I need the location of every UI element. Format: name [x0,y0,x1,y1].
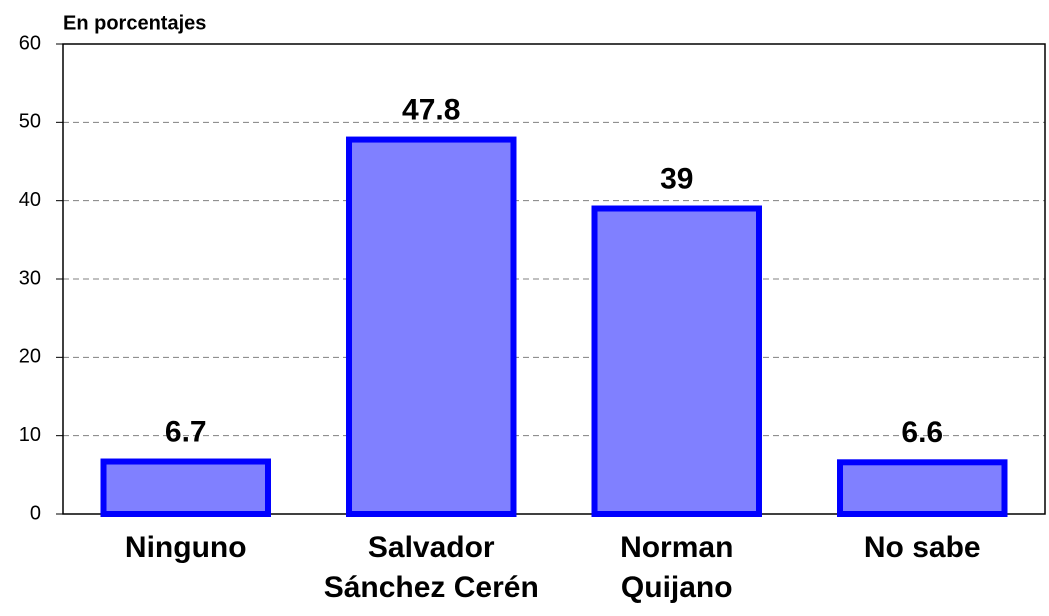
y-tick-label: 40 [19,189,41,211]
bar [346,136,517,517]
x-tick-label: Salvador Sánchez Cerén [323,531,539,604]
x-tick-label: Ninguno [124,531,247,564]
bar [837,459,1008,517]
bar [100,458,271,517]
plot-frame [62,43,1046,515]
value-label: 6.6 [901,416,943,449]
bar [591,205,762,517]
y-tick-label: 10 [19,424,41,446]
y-tick-label: 0 [30,502,41,524]
chart-title: En porcentajes [63,12,206,34]
y-tick-label: 60 [19,32,41,54]
value-label: 47.8 [402,93,460,126]
y-tick-label: 50 [19,111,41,133]
y-tick-label: 30 [19,267,41,289]
value-label: 39 [660,162,693,195]
value-label: 6.7 [165,415,207,448]
x-tick-label: Norman Quijano [620,531,734,604]
x-tick-label: No sabe [863,531,981,564]
y-tick-label: 20 [19,346,41,368]
